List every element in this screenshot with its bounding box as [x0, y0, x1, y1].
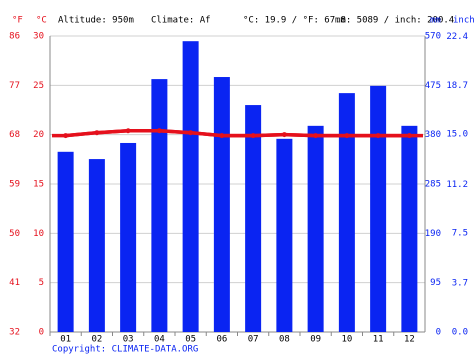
x-tick-label: 01: [60, 335, 71, 345]
y2inchticks-label: 3.7: [452, 279, 468, 289]
x-tick-label: 11: [373, 335, 384, 345]
bar: [245, 105, 262, 332]
yfticks-label: 41: [9, 278, 20, 288]
y2inchticks-label: 15.0: [446, 130, 468, 140]
yfticks-label: 68: [9, 130, 20, 140]
temp-line: [65, 128, 410, 138]
yfticks-label: 50: [9, 229, 20, 239]
temp-point: [375, 133, 381, 139]
c-unit: °C: [36, 16, 47, 26]
yfticks-label: 59: [9, 180, 20, 190]
bar: [338, 93, 355, 333]
bar: [57, 151, 74, 332]
temp-point: [188, 130, 194, 136]
x-tick-label: 04: [154, 335, 165, 345]
temp-point: [344, 133, 350, 139]
yfticks-label: 86: [9, 32, 20, 42]
inch-unit: inch: [453, 16, 474, 26]
f-unit: °F: [12, 16, 23, 26]
y2ticks-label: 570: [425, 32, 441, 42]
temp-point: [125, 128, 131, 134]
bar: [307, 125, 324, 333]
bar: [182, 41, 199, 332]
bar: [370, 85, 387, 332]
temp-point: [94, 130, 100, 136]
climate: Climate: Af: [151, 16, 211, 26]
y2ticks-label: 0: [436, 328, 441, 338]
x-tick-label: 06: [216, 335, 227, 345]
x-tick-label: 12: [404, 335, 415, 345]
yfticks-label: 77: [9, 81, 20, 91]
x-tick-label: 07: [248, 335, 259, 345]
bar: [213, 77, 230, 332]
temp-point: [281, 132, 287, 138]
x-tick-label: 08: [279, 335, 290, 345]
copyright: Copyright: CLIMATE-DATA.ORG: [52, 345, 198, 355]
y2ticks-label: 190: [425, 229, 441, 239]
temp-summary: °C: 19.9 / °F: 67.8: [243, 16, 346, 26]
y2inchticks-label: 18.7: [446, 81, 468, 91]
header: °F °C Altitude: 950m Climate: Af °C: 19.…: [12, 16, 474, 26]
yticks-label: 15: [33, 180, 44, 190]
precip-summary: mm: 5089 / inch: 200.4: [335, 16, 454, 26]
x-tick-label: 05: [185, 335, 196, 345]
yticks-label: 10: [33, 229, 44, 239]
x-tick-label: 03: [123, 335, 134, 345]
x-tick-label: 10: [341, 335, 352, 345]
bar: [401, 125, 418, 333]
x-tick-label: 02: [91, 335, 102, 345]
bar: [120, 142, 137, 332]
temp-point: [313, 133, 319, 139]
y2inchticks-label: 0.0: [452, 328, 468, 338]
yticks-label: 5: [39, 278, 44, 288]
bar: [88, 159, 105, 332]
y2inchticks-label: 7.5: [452, 229, 468, 239]
altitude: Altitude: 950m: [58, 16, 134, 26]
bar: [151, 79, 168, 333]
mm-unit: mm: [430, 16, 441, 26]
x-tick-label: 09: [310, 335, 321, 345]
temp-point: [219, 133, 225, 139]
yticks-label: 25: [33, 81, 44, 91]
temp-point: [63, 133, 69, 139]
yfticks-label: 32: [9, 328, 20, 338]
yticks-label: 30: [33, 32, 44, 42]
y2ticks-label: 285: [425, 180, 441, 190]
temp-point: [156, 128, 162, 134]
y2ticks-label: 475: [425, 81, 441, 91]
yticks-label: 20: [33, 130, 44, 140]
y2ticks-label: 95: [430, 278, 441, 288]
y2ticks-label: 380: [425, 130, 441, 140]
temp-point: [250, 133, 256, 139]
temp-point: [406, 133, 412, 139]
y2inchticks-label: 11.2: [446, 180, 468, 190]
bar: [276, 138, 293, 332]
y2inchticks-label: 22.4: [446, 32, 468, 42]
yticks-label: 0: [39, 328, 44, 338]
